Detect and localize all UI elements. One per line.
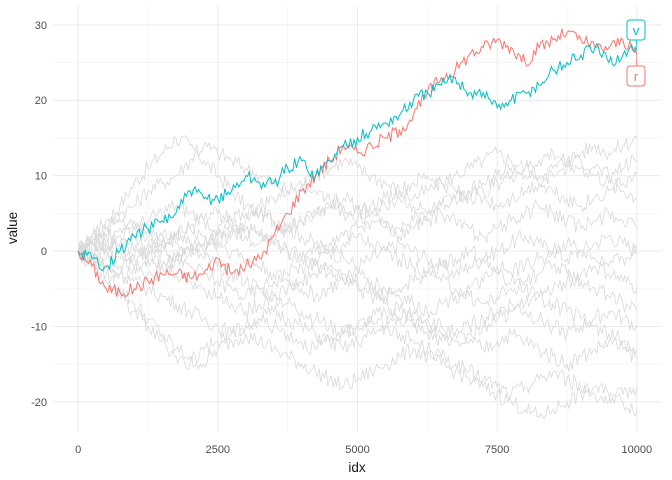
x-axis-title: idx (348, 460, 366, 475)
end-label-v: v (633, 23, 640, 38)
background-series-line (77, 221, 638, 319)
series-line-v (77, 42, 638, 272)
background-series-line (77, 199, 638, 266)
background-series-line (77, 206, 638, 356)
background-series-line (78, 237, 638, 319)
x-tick-label: 10000 (622, 444, 653, 456)
end-label-box-r (626, 65, 646, 87)
series-line-r (77, 28, 638, 298)
background-series-line (77, 147, 638, 252)
y-tick-label: -10 (31, 321, 47, 333)
background-series-group (77, 135, 638, 420)
y-tick-label: 20 (35, 95, 47, 107)
x-tick-label: 2500 (206, 444, 230, 456)
x-axis-tick-labels: 0 2500 5000 7500 10000 (75, 444, 652, 456)
series-end-labels: rv (626, 19, 646, 87)
x-tick-label: 0 (75, 444, 81, 456)
y-tick-label: 30 (35, 20, 47, 32)
end-label-r: r (634, 69, 639, 84)
y-tick-label: 0 (41, 246, 47, 258)
highlighted-series-group (77, 28, 638, 298)
background-series-line (77, 248, 638, 372)
y-axis-tick-labels: -20 -10 0 10 20 30 (31, 20, 47, 409)
background-series-line (77, 247, 638, 420)
x-tick-label: 5000 (345, 444, 369, 456)
background-series-line (77, 135, 638, 280)
end-label-box-v (626, 19, 646, 41)
background-series-line (77, 154, 637, 270)
major-gridlines (53, 6, 662, 432)
y-tick-label: -20 (31, 397, 47, 409)
background-series-line (77, 250, 638, 405)
x-tick-label: 7500 (485, 444, 509, 456)
y-tick-label: 10 (35, 171, 47, 183)
background-series-line (77, 231, 638, 313)
y-axis-title: value (5, 212, 20, 244)
